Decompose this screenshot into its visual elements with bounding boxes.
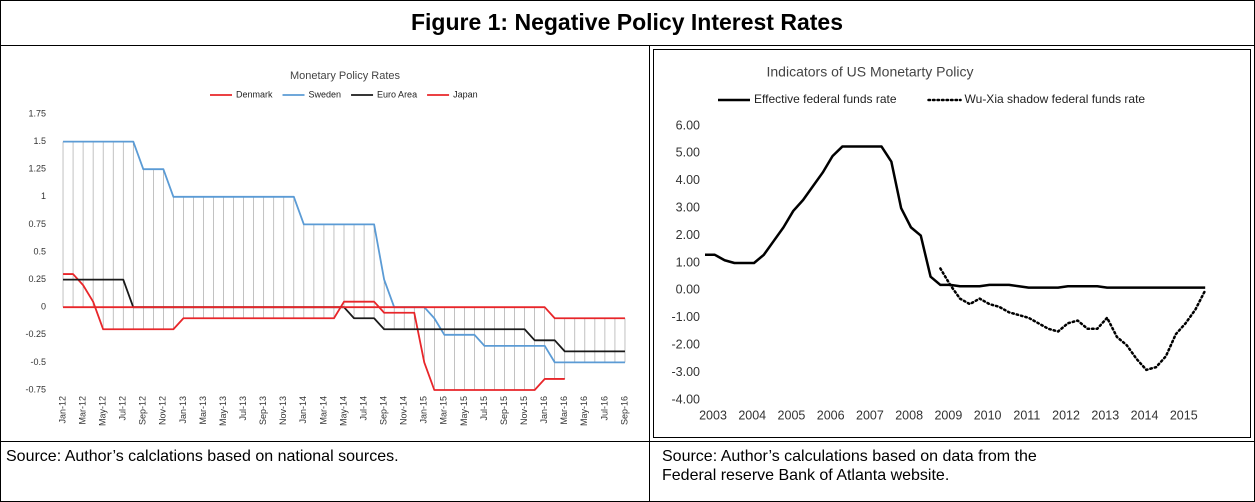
x-tick-label: Jan-16: [539, 396, 549, 424]
y-tick-label: -1.00: [672, 310, 701, 324]
x-tick-label: Jul-12: [118, 396, 128, 421]
y-tick-label: 0.5: [33, 246, 46, 256]
legend-label: Euro Area: [377, 89, 417, 99]
x-tick-label: Jul-15: [479, 396, 489, 421]
y-tick-label: -0.5: [30, 357, 46, 367]
x-tick-label: Jan-15: [419, 396, 429, 424]
y-tick-label: -0.25: [25, 329, 46, 339]
y-tick-label: 3.00: [676, 200, 700, 214]
source-note: Source: Author’s calclations based on na…: [6, 448, 399, 465]
y-tick-label: 4.00: [676, 173, 700, 187]
chart-frame: [653, 49, 1251, 438]
y-tick-label: 1.25: [28, 164, 46, 174]
x-tick-label: May-16: [579, 396, 589, 426]
y-tick-label: -2.00: [672, 337, 701, 351]
series-line: [63, 273, 565, 391]
x-tick-label: Nov-13: [278, 396, 288, 425]
x-tick-label: Mar-12: [77, 396, 87, 425]
y-tick-label: 0.25: [28, 274, 46, 284]
x-tick-label: Jul-14: [358, 396, 368, 421]
chart-title: Indicators of US Monetarty Policy: [767, 64, 974, 80]
chart-title: Monetary Policy Rates: [290, 70, 401, 82]
y-tick-label: -3.00: [672, 365, 701, 379]
series-line: [63, 140, 625, 364]
x-tick-label: Mar-14: [318, 396, 328, 425]
series-line: [705, 145, 1206, 289]
x-tick-label: May-15: [459, 396, 469, 426]
x-tick-label: Jan-14: [298, 396, 308, 424]
x-tick-label: 2015: [1170, 408, 1198, 422]
x-tick-label: Nov-12: [158, 396, 168, 425]
x-tick-label: 2008: [895, 408, 923, 422]
y-tick-label: 2.00: [676, 228, 700, 242]
x-tick-label: Sep-13: [258, 396, 268, 425]
x-tick-label: May-13: [218, 396, 228, 426]
series-line: [63, 306, 625, 320]
x-tick-label: Sep-14: [379, 396, 389, 425]
x-tick-label: May-14: [338, 396, 348, 426]
y-tick-label: 1.00: [676, 255, 700, 269]
y-tick-label: 5.00: [676, 146, 700, 160]
figure-title: Figure 1: Negative Policy Interest Rates: [411, 9, 843, 35]
x-tick-label: 2006: [817, 408, 845, 422]
x-tick-label: 2003: [699, 408, 727, 422]
x-tick-label: Mar-15: [439, 396, 449, 425]
x-tick-label: Jan-13: [178, 396, 188, 424]
y-tick-label: 1: [41, 191, 46, 201]
legend-label: Wu-Xia shadow federal funds rate: [965, 92, 1146, 106]
x-tick-label: Jan-12: [57, 396, 67, 424]
y-tick-label: 0.00: [676, 283, 700, 297]
legend-label: Effective federal funds rate: [754, 92, 897, 106]
x-tick-label: May-12: [98, 396, 108, 426]
y-tick-label: -0.75: [25, 384, 46, 394]
y-tick-label: 1.75: [28, 108, 46, 118]
x-tick-label: Mar-13: [198, 396, 208, 425]
x-tick-label: 2007: [856, 408, 884, 422]
x-tick-label: 2011: [1013, 408, 1040, 422]
x-tick-label: Nov-14: [399, 396, 409, 425]
x-tick-label: Mar-16: [559, 396, 569, 425]
legend-label: Japan: [453, 89, 478, 99]
x-tick-label: 2013: [1091, 408, 1119, 422]
legend-label: Denmark: [236, 89, 273, 99]
x-tick-label: 2010: [974, 408, 1002, 422]
x-tick-label: Sep-16: [619, 396, 629, 425]
y-tick-label: 0: [41, 302, 46, 312]
x-tick-label: 2004: [738, 408, 766, 422]
x-tick-label: Jul-16: [599, 396, 609, 421]
x-tick-label: 2014: [1131, 408, 1159, 422]
y-tick-label: 6.00: [676, 118, 700, 132]
x-tick-label: Sep-12: [138, 396, 148, 425]
x-tick-label: Jul-13: [238, 396, 248, 421]
series-line: [939, 267, 1207, 372]
y-tick-label: 1.5: [33, 136, 46, 146]
x-tick-label: 2005: [778, 408, 806, 422]
y-tick-label: -4.00: [672, 392, 701, 406]
x-tick-label: 2012: [1052, 408, 1080, 422]
legend-label: Sweden: [309, 89, 342, 99]
x-tick-label: Sep-15: [499, 396, 509, 425]
y-tick-label: 0.75: [28, 219, 46, 229]
x-tick-label: 2009: [934, 408, 962, 422]
x-tick-label: Nov-15: [519, 396, 529, 425]
source-note: Source: Author’s calculations based on d…: [662, 448, 1037, 484]
